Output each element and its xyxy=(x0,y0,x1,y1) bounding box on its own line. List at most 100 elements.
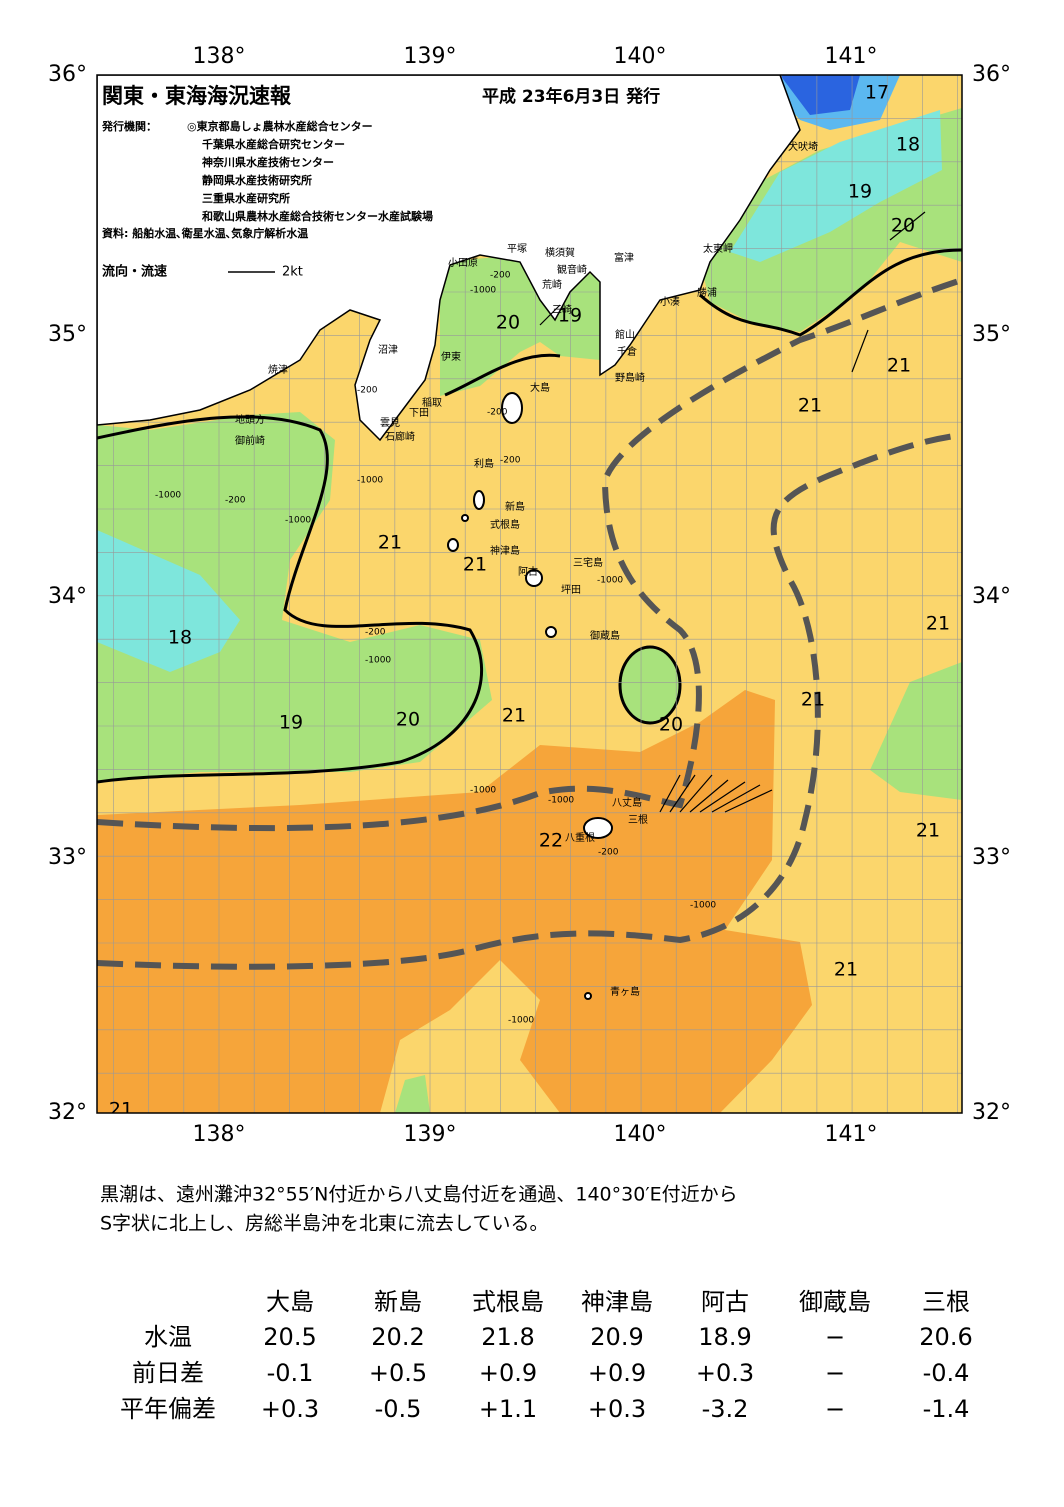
lat-label: 33° xyxy=(48,845,87,870)
cell: +0.3 xyxy=(696,1359,754,1387)
lat-label: 34° xyxy=(972,584,1011,609)
place-name: 八丈島 xyxy=(612,796,642,809)
place-name: 稲取 xyxy=(422,397,442,409)
place-name: 青ヶ島 xyxy=(610,985,640,998)
issuer: 三重県水産研究所 xyxy=(202,191,290,205)
isotherm-label: 17 xyxy=(865,82,889,104)
sea-base xyxy=(380,960,560,1113)
cell: +0.3 xyxy=(261,1395,319,1423)
isotherm-label: 20 xyxy=(396,709,420,731)
isotherm-label: 21 xyxy=(834,959,858,981)
place-name: 横須賀 xyxy=(545,246,575,259)
lat-label: 36° xyxy=(48,62,87,87)
lat-label: 32° xyxy=(972,1100,1011,1125)
place-name: 富津 xyxy=(614,251,634,264)
place-name: 沼津 xyxy=(378,343,398,356)
grid xyxy=(97,75,962,1113)
place-name: 地頭方 xyxy=(235,413,265,426)
cold-area xyxy=(730,110,942,262)
cell: 20.5 xyxy=(263,1323,316,1351)
place-name: 荒崎 xyxy=(542,278,562,291)
cell: -0.5 xyxy=(375,1395,422,1423)
comment-line: 黒潮は、遠州灘沖32°55′N付近から八丈島付近を通過、140°30′E付近から xyxy=(100,1184,738,1206)
depth-label: -200 xyxy=(487,408,508,418)
cold-area xyxy=(97,530,240,672)
cell: 18.9 xyxy=(698,1323,751,1351)
cell: − xyxy=(825,1359,845,1387)
cell: +0.9 xyxy=(588,1359,646,1387)
lat-label: 33° xyxy=(972,845,1011,870)
isotherm-label: 19 xyxy=(848,181,872,203)
isotherm-label: 18 xyxy=(896,134,920,156)
isotherm-label: 20 xyxy=(496,312,520,334)
cool-area xyxy=(97,412,492,782)
cell: -1.4 xyxy=(923,1395,970,1423)
cool-eddy xyxy=(618,645,682,725)
depth-label: -1000 xyxy=(470,286,496,296)
place-name: 伊東 xyxy=(441,350,461,363)
place-name: 八重根 xyxy=(565,831,595,844)
depth-label: -200 xyxy=(598,848,619,858)
place-name: 野島崎 xyxy=(615,371,645,384)
place-name: 観音崎 xyxy=(557,263,587,276)
lon-label: 140° xyxy=(614,44,667,69)
place-name: 新島 xyxy=(505,500,525,513)
title: 関東・東海海況速報 xyxy=(102,84,292,108)
column-header: 式根島 xyxy=(472,1288,544,1316)
isotherm-label: 20 xyxy=(659,714,683,736)
cell: − xyxy=(825,1395,845,1423)
issuer-label: 発行機関： xyxy=(101,119,157,133)
isotherm-label: 21 xyxy=(926,613,950,635)
place-name: 石廊崎 xyxy=(385,430,415,443)
legend-label: 流向・流速 xyxy=(102,264,167,280)
lat-label: 35° xyxy=(972,322,1011,347)
place-name: 三崎 xyxy=(552,303,572,316)
current-vectors xyxy=(539,211,926,813)
isotherm-label: 19 xyxy=(279,712,303,734)
isotherm-label: 19 xyxy=(558,305,582,327)
place-name: 小湊 xyxy=(660,295,680,308)
isotherm-label: 21 xyxy=(109,1099,133,1121)
place-name: 下田 xyxy=(409,408,429,419)
place-name: 雲見 xyxy=(380,417,400,429)
lon-label: 141° xyxy=(825,44,878,69)
issuer: 和歌山県農林水産総合技術センター水産試験場 xyxy=(202,209,433,223)
isotherms xyxy=(97,248,962,784)
depth-label: -200 xyxy=(225,496,246,506)
islands xyxy=(447,392,613,1000)
isotherm-label: 21 xyxy=(887,355,911,377)
cool-area xyxy=(395,1075,430,1113)
lon-label: 138° xyxy=(193,44,246,69)
issuer: ◎東京都島しょ農林水産総合センター xyxy=(187,119,373,133)
cell: 20.9 xyxy=(590,1323,643,1351)
cold-area xyxy=(780,75,860,115)
place-name: 勝浦 xyxy=(697,286,717,299)
isotherm-label: 21 xyxy=(798,395,822,417)
depth-label: -1000 xyxy=(357,476,383,486)
cell: -0.1 xyxy=(267,1359,314,1387)
cell: − xyxy=(825,1323,845,1351)
land xyxy=(97,75,801,442)
row-label: 平年偏差 xyxy=(120,1395,216,1423)
cell: 20.2 xyxy=(371,1323,424,1351)
issue-date: 平成 23年6月3日 発行 xyxy=(482,86,660,107)
column-header: 大島 xyxy=(266,1288,314,1316)
place-name: 館山 xyxy=(615,328,635,341)
depth-label: -1000 xyxy=(365,656,391,666)
cell: +0.3 xyxy=(588,1395,646,1423)
depth-label: -1000 xyxy=(597,576,623,586)
row-label: 前日差 xyxy=(132,1359,204,1387)
isotherm-label: 21 xyxy=(502,705,526,727)
depth-label: -1000 xyxy=(690,901,716,911)
column-header: 神津島 xyxy=(581,1288,653,1316)
issuer: 神奈川県水産技術センター xyxy=(202,155,334,169)
place-name: 平塚 xyxy=(507,243,527,255)
place-name: 利島 xyxy=(474,457,494,470)
lat-label: 34° xyxy=(48,584,87,609)
isotherm-label: 21 xyxy=(378,532,402,554)
comment-line: S字状に北上し、房総半島沖を北東に流去している。 xyxy=(100,1213,549,1235)
lon-label: 140° xyxy=(614,1122,667,1147)
column-header: 阿古 xyxy=(701,1288,749,1316)
cell: -0.4 xyxy=(923,1359,970,1387)
